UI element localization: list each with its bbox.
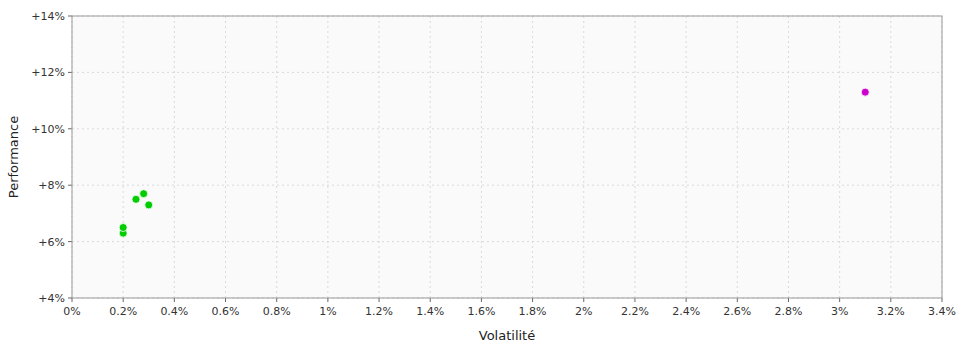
grid-line-x [379,16,380,298]
tick-label-x: 1.6% [467,305,495,318]
tick-y [68,185,72,186]
tick-label-y: +10% [31,123,65,136]
grid-line-x [123,16,124,298]
tick-x [788,298,789,302]
tick-label-x: 3% [831,305,848,318]
grid-line-x [839,16,840,298]
grid-line-x [481,16,482,298]
tick-label-x: 3.4% [928,305,956,318]
tick-y [68,241,72,242]
tick-label-x: 0.6% [212,305,240,318]
chart-container: 0% 0.2% 0.4% 0.6% 0.8% 1% 1.2% 1.4% 1.6% 1.8% 2% 2.… [0,0,966,350]
grid-line-x [737,16,738,298]
tick-label-y: +6% [38,236,65,249]
tick-y [68,16,72,17]
grid-line-x [225,16,226,298]
tick-x [737,298,738,302]
scatter-point [861,88,869,96]
tick-x [327,298,328,302]
tick-label-x: 1.4% [416,305,444,318]
tick-label-y: +12% [31,66,65,79]
tick-x [634,298,635,302]
grid-line-y [72,241,942,242]
tick-y [68,128,72,129]
data-points [119,88,869,237]
grid-line-x [532,16,533,298]
grid-line-y [72,128,942,129]
tick-label-x: 3.2% [877,305,905,318]
tick-label-x: 0.8% [263,305,291,318]
tick-x [123,298,124,302]
tick-label-x: 0.2% [109,305,137,318]
scatter-point [132,195,140,203]
tick-x [481,298,482,302]
grid-line-y [72,72,942,73]
tick-x [276,298,277,302]
x-axis-label: Volatilité [479,328,535,343]
tick-x [430,298,431,302]
scatter-point [119,224,127,232]
axes: 0% 0.2% 0.4% 0.6% 0.8% 1% 1.2% 1.4% 1.6% 1.8% 2% 2.… [31,10,956,318]
y-axis-label: Performance [6,116,21,198]
tick-label-x: 1.8% [519,305,547,318]
grid-line-x [890,16,891,298]
grid-line-x [430,16,431,298]
grid-line-y [72,185,942,186]
tick-x [379,298,380,302]
tick-x [583,298,584,302]
tick-label-x: 0% [63,305,80,318]
series [119,190,153,237]
tick-label-y: +8% [38,179,65,192]
tick-label-x: 2.2% [621,305,649,318]
scatter-point [140,190,148,198]
tick-label-x: 2% [575,305,592,318]
tick-label-x: 0.4% [160,305,188,318]
tick-label-y: +14% [31,10,65,23]
series [861,88,869,96]
grid-line-x [788,16,789,298]
grid-line-x [686,16,687,298]
grid-line-x [583,16,584,298]
grid-line-x [327,16,328,298]
grid-line-x [634,16,635,298]
grid-line-x [276,16,277,298]
plot-frame [72,16,942,298]
tick-x [839,298,840,302]
plot-background [72,16,942,298]
tick-x [532,298,533,302]
tick-x [890,298,891,302]
grid-line-x [174,16,175,298]
tick-x [942,298,943,302]
tick-label-x: 1% [319,305,336,318]
tick-label-x: 2.6% [723,305,751,318]
tick-label-y: +4% [38,292,65,305]
tick-x [174,298,175,302]
tick-y [68,72,72,73]
grid [72,16,942,298]
chart-svg: 0% 0.2% 0.4% 0.6% 0.8% 1% 1.2% 1.4% 1.6% 1.8% 2% 2.… [0,0,966,350]
scatter-point [145,201,153,209]
tick-label-x: 2.4% [672,305,700,318]
tick-label-x: 1.2% [365,305,393,318]
tick-x [686,298,687,302]
tick-x [72,298,73,302]
tick-x [225,298,226,302]
tick-y [68,298,72,299]
tick-label-x: 2.8% [774,305,802,318]
